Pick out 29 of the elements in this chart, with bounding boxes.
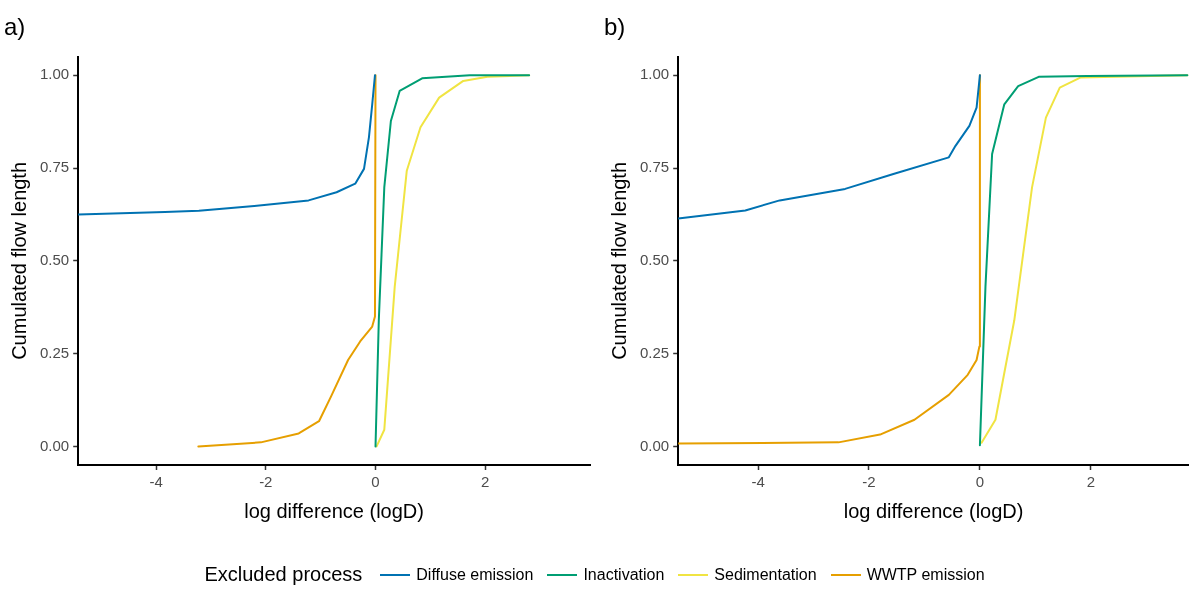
x-axis-title: log difference (logD) <box>843 499 1024 522</box>
y-tick-label: 0.25 <box>39 343 70 361</box>
y-axis-title: Cumulated flow length <box>7 161 30 360</box>
y-tick-label: 0.75 <box>639 158 670 176</box>
y-tick-label: 0.50 <box>39 251 70 269</box>
y-tick-label: 0.50 <box>639 251 670 269</box>
y-tick-label: 1.00 <box>639 65 670 83</box>
legend-title: Excluded process <box>204 563 363 586</box>
x-tick-label: -2 <box>259 473 273 491</box>
x-tick-label: 0 <box>371 473 380 491</box>
x-tick-label: 2 <box>1086 473 1095 491</box>
legend-label: WWTP emission <box>866 565 985 584</box>
x-tick-label: 2 <box>481 473 490 491</box>
y-tick-label: 0.00 <box>639 436 670 454</box>
legend-label: Inactivation <box>583 565 665 584</box>
chart-title: b) <box>604 13 626 41</box>
x-tick-label: -4 <box>751 473 765 491</box>
legend-label: Diffuse emission <box>416 565 534 584</box>
y-tick-label: 0.00 <box>39 436 70 454</box>
y-axis-title: Cumulated flow length <box>607 161 630 360</box>
x-tick-label: -2 <box>862 473 876 491</box>
y-tick-label: 0.75 <box>39 158 70 176</box>
y-tick-label: 1.00 <box>39 65 70 83</box>
x-tick-label: 0 <box>975 473 985 491</box>
x-tick-label: -4 <box>149 473 163 491</box>
y-tick-label: 0.25 <box>639 343 670 361</box>
legend-label: Sedimentation <box>714 565 817 584</box>
x-axis-title: log difference (logD) <box>244 499 424 522</box>
chart-title: a) <box>4 13 26 41</box>
